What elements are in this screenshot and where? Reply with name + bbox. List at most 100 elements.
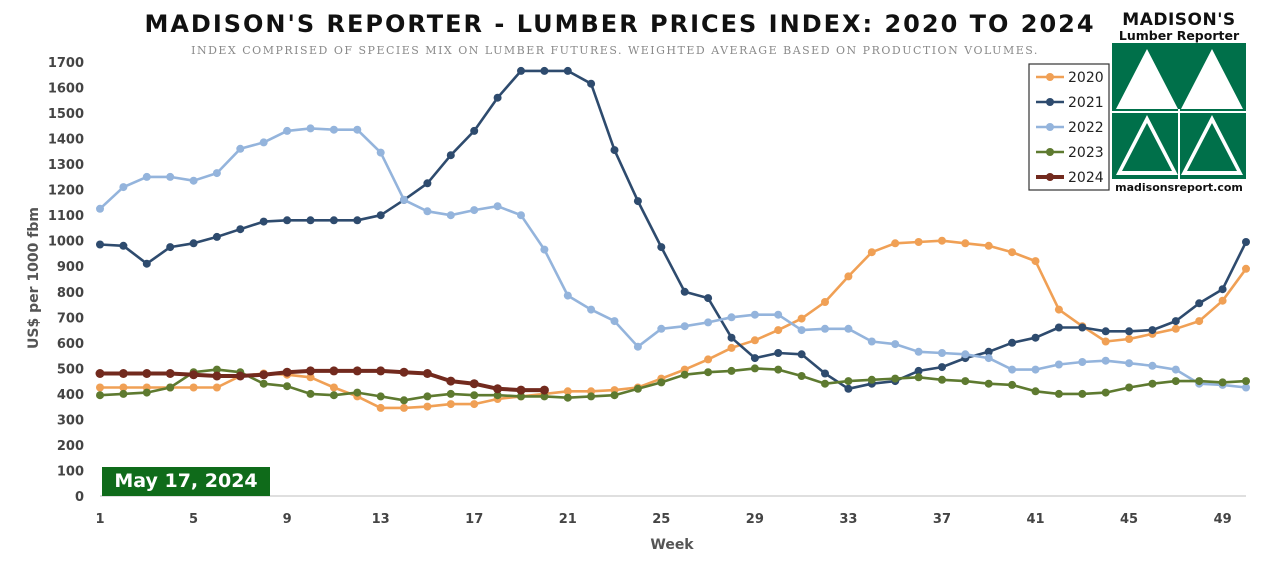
data-point-2023 — [1242, 377, 1250, 386]
y-tick-label: 1300 — [48, 158, 84, 173]
data-point-2020 — [1195, 317, 1204, 326]
data-point-2022 — [119, 183, 128, 192]
data-point-2023 — [96, 391, 104, 400]
y-tick-label: 400 — [57, 388, 84, 403]
data-point-2023 — [1101, 388, 1110, 397]
data-point-2022 — [493, 202, 502, 211]
data-point-2022 — [984, 354, 993, 363]
data-point-2021 — [470, 126, 479, 135]
data-point-2020 — [1054, 305, 1063, 314]
data-point-2022 — [470, 206, 479, 215]
data-point-2023 — [1078, 389, 1087, 398]
data-point-2020 — [423, 402, 432, 411]
legend-marker-2021 — [1046, 98, 1054, 106]
data-point-2023 — [727, 366, 736, 375]
data-point-2021 — [142, 259, 151, 268]
data-point-2020 — [867, 248, 876, 257]
data-point-2022 — [657, 324, 666, 333]
data-point-2021 — [493, 93, 502, 102]
data-point-2024 — [306, 366, 315, 376]
data-point-2020 — [984, 241, 993, 250]
data-point-2021 — [1054, 323, 1063, 332]
data-point-2024 — [165, 369, 175, 378]
data-point-2022 — [1078, 358, 1087, 366]
data-point-2023 — [774, 365, 783, 374]
data-point-2023 — [423, 392, 432, 401]
y-tick-label: 0 — [75, 490, 84, 505]
data-point-2022 — [353, 125, 362, 134]
data-point-2022 — [914, 347, 923, 356]
data-point-2022 — [283, 126, 292, 135]
data-point-2024 — [329, 366, 339, 376]
data-point-2021 — [1242, 238, 1250, 246]
data-point-2023 — [680, 370, 689, 379]
data-point-2022 — [680, 322, 689, 331]
legend-label-2022: 2022 — [1068, 120, 1104, 136]
series-2023 — [96, 364, 1250, 405]
data-point-2020 — [1171, 324, 1180, 333]
y-tick-label: 1600 — [48, 82, 84, 97]
data-point-2020 — [797, 314, 806, 323]
data-point-2021 — [329, 216, 338, 225]
data-point-2020 — [750, 336, 759, 345]
data-point-2024 — [212, 371, 222, 381]
data-point-2024 — [422, 369, 432, 378]
data-point-2021 — [283, 216, 292, 225]
data-point-2024 — [352, 366, 362, 376]
series-2022 — [96, 124, 1250, 392]
data-point-2023 — [306, 389, 315, 398]
data-point-2022 — [306, 124, 315, 133]
data-point-2021 — [587, 79, 596, 88]
data-point-2022 — [1171, 365, 1180, 374]
y-tick-label: 1000 — [48, 235, 84, 250]
data-point-2022 — [142, 172, 151, 181]
data-point-2022 — [166, 172, 175, 181]
series-lines — [95, 66, 1250, 412]
data-point-2022 — [1148, 361, 1157, 370]
data-point-2023 — [914, 373, 923, 382]
data-point-2023 — [1125, 383, 1134, 392]
data-point-2020 — [914, 238, 923, 246]
y-axis-label: US$ per 1000 fbm — [26, 207, 42, 349]
data-point-2020 — [400, 403, 408, 412]
data-point-2021 — [938, 363, 946, 372]
legend-label-2021: 2021 — [1068, 95, 1104, 111]
x-tick-label: 17 — [465, 512, 483, 527]
data-point-2022 — [212, 169, 221, 178]
legend-marker-2024 — [1046, 173, 1054, 181]
data-point-2023 — [493, 391, 502, 400]
data-point-2021 — [914, 366, 923, 375]
data-point-2022 — [750, 310, 759, 319]
data-point-2020 — [1031, 257, 1040, 266]
data-point-2020 — [774, 326, 783, 335]
data-point-2024 — [259, 370, 269, 380]
data-point-2020 — [844, 272, 853, 281]
data-point-2023 — [1054, 389, 1063, 398]
data-point-2023 — [1195, 377, 1204, 386]
data-point-2022 — [891, 340, 900, 349]
y-tick-label: 700 — [57, 311, 84, 326]
data-point-2020 — [119, 383, 128, 392]
logo-name: MADISON'S — [1122, 10, 1236, 30]
series-line-2020 — [100, 239, 1248, 410]
data-point-2024 — [282, 367, 292, 377]
data-point-2022 — [961, 350, 970, 359]
data-point-2021 — [1078, 323, 1087, 332]
x-tick-label: 13 — [372, 512, 390, 527]
legend-marker-2022 — [1046, 123, 1054, 131]
data-point-2021 — [96, 240, 104, 249]
data-point-2024 — [235, 371, 245, 381]
data-point-2023 — [517, 392, 525, 401]
data-point-2020 — [1008, 248, 1017, 257]
date-badge: May 17, 2024 — [102, 467, 270, 496]
data-point-2020 — [961, 239, 970, 248]
data-point-2022 — [517, 211, 525, 220]
data-point-2020 — [189, 383, 198, 392]
data-point-2022 — [704, 318, 713, 327]
data-point-2021 — [376, 211, 385, 220]
data-point-2024 — [95, 369, 105, 378]
data-point-2022 — [563, 291, 572, 300]
data-point-2023 — [1218, 378, 1227, 387]
x-tick-label: 49 — [1214, 512, 1232, 527]
